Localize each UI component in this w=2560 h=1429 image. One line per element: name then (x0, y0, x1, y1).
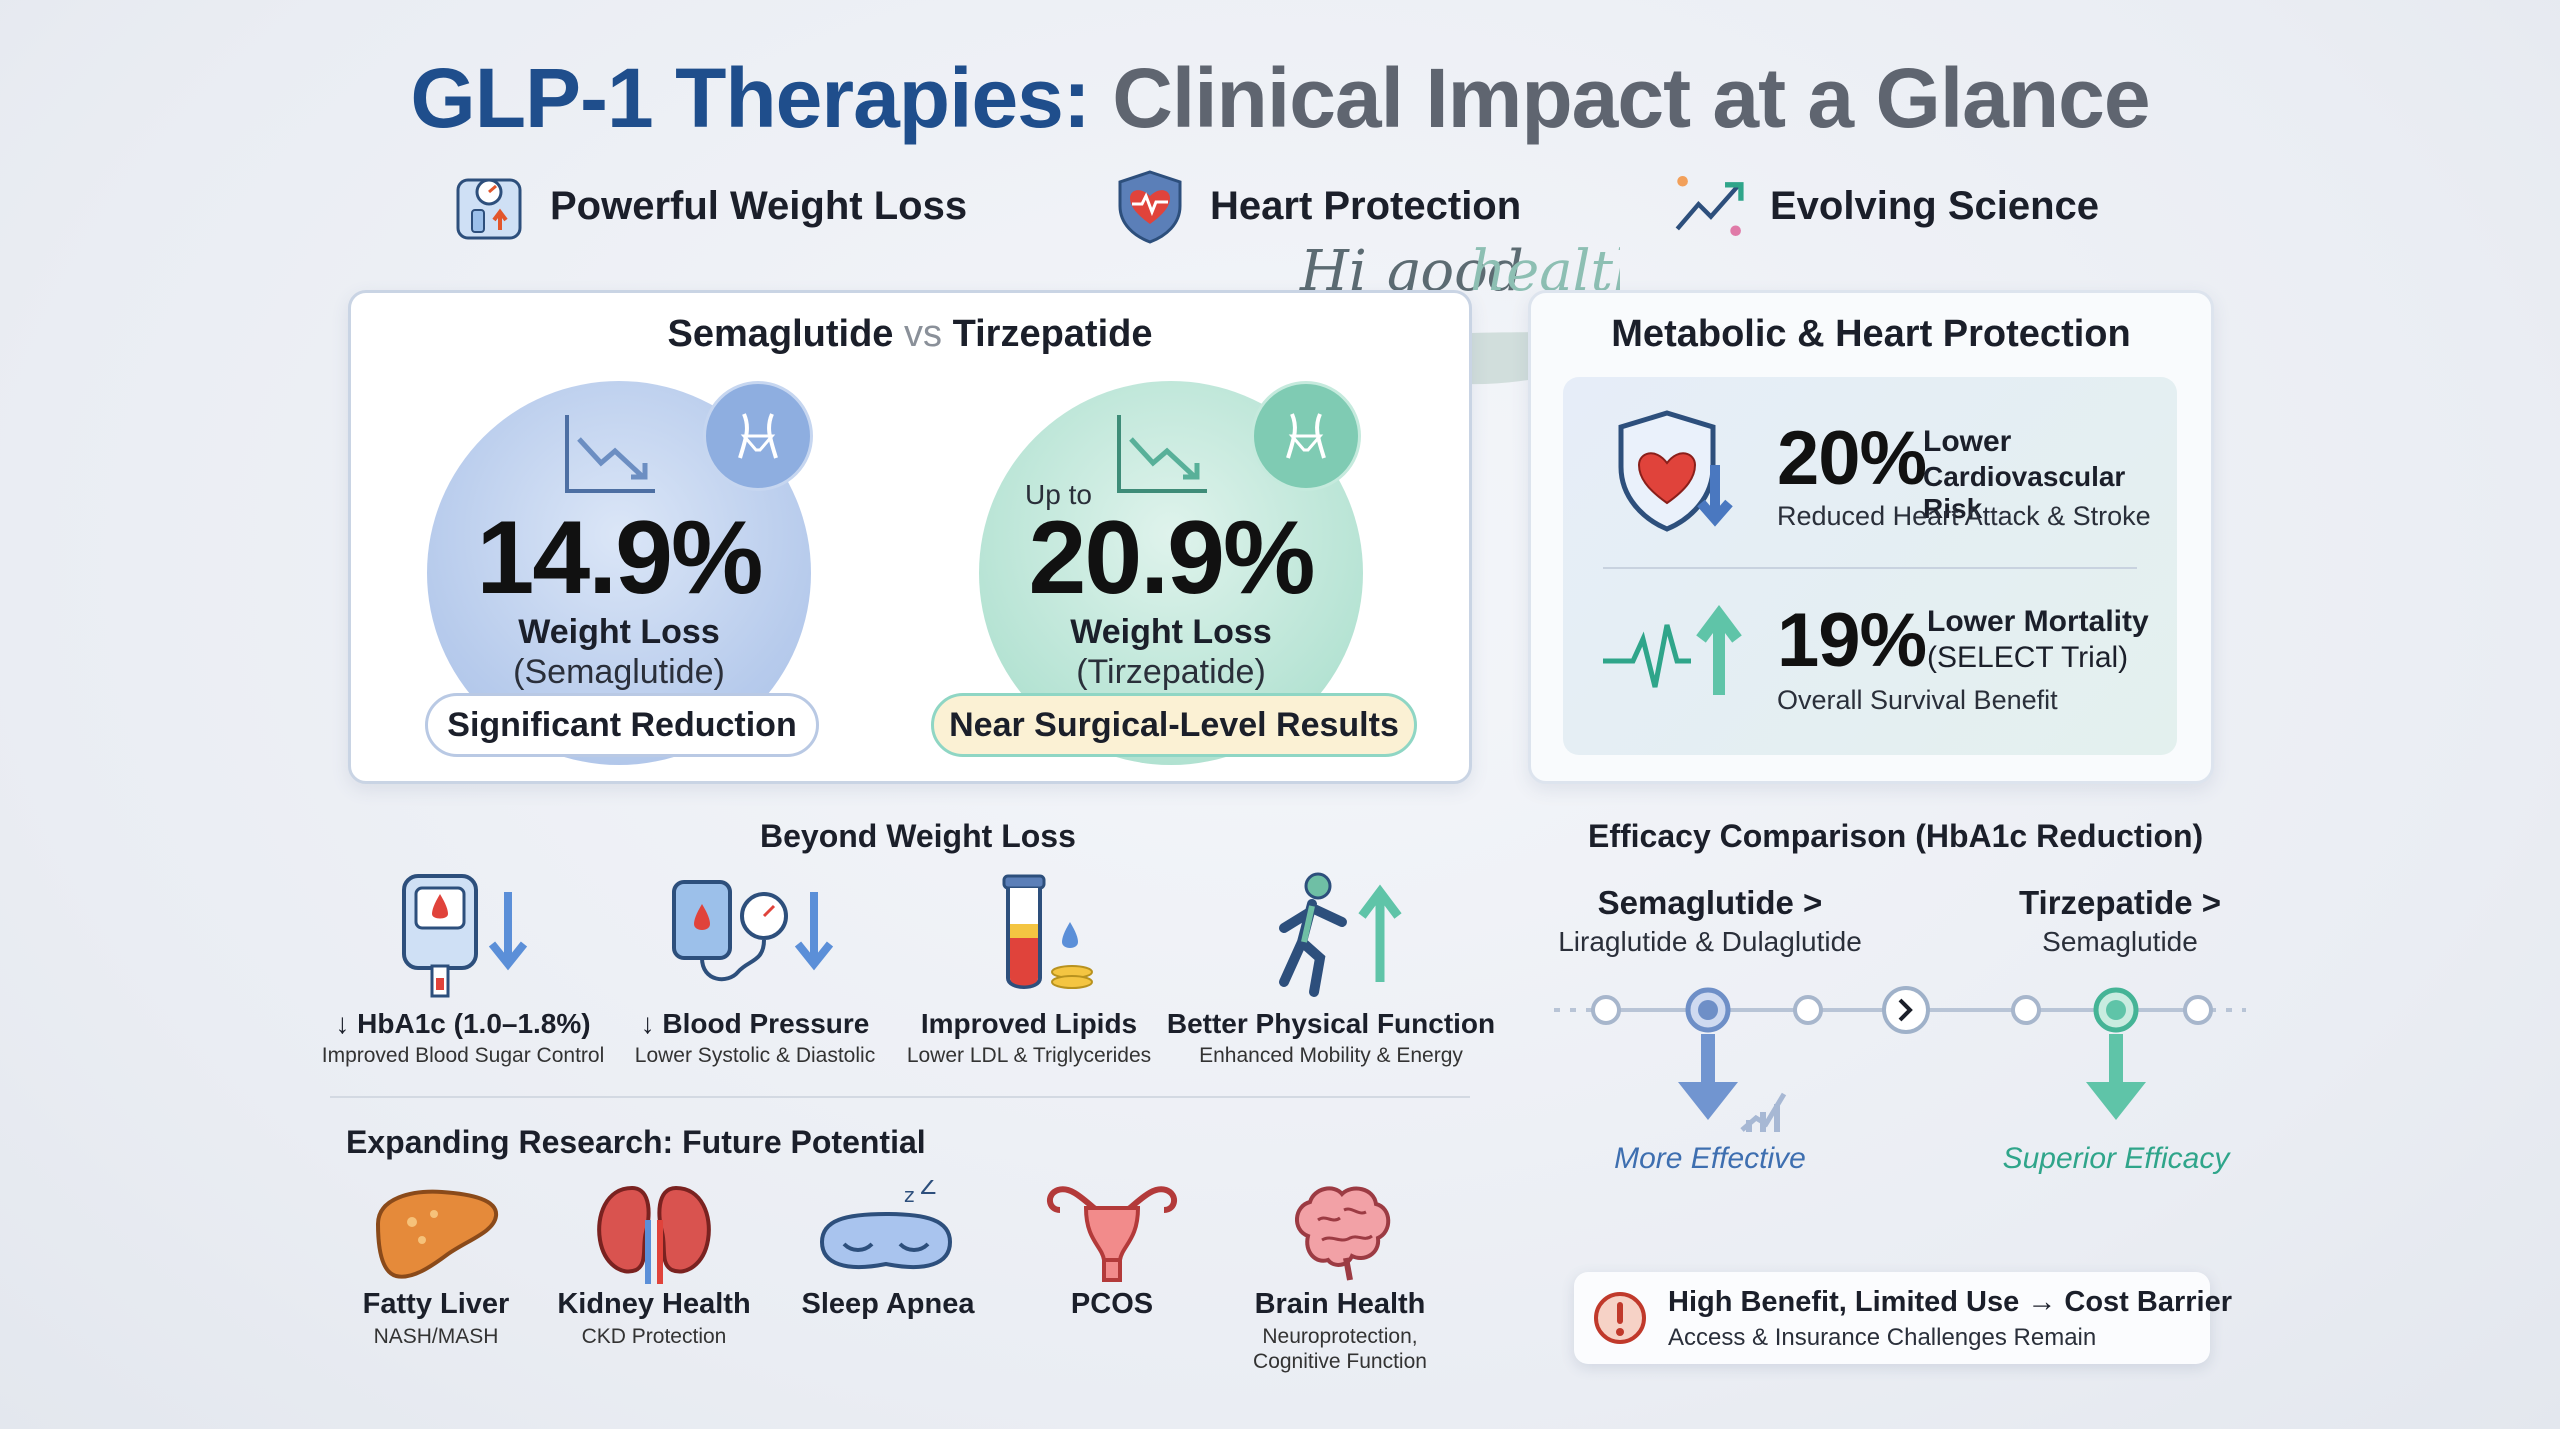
semaglutide-badge: Significant Reduction (425, 693, 819, 757)
benefit-hba1c-title: ↓ HbA1c (1.0–1.8%) (335, 1008, 591, 1039)
tirzepatide-badge: Near Surgical-Level Results (931, 693, 1417, 757)
theme-heart: Heart Protection (1112, 168, 1521, 244)
cv-value: 20% (1777, 416, 1927, 501)
cost-barrier-title: High Benefit, Limited Use → Cost Barrier (1668, 1286, 2232, 1318)
uterus-icon (1047, 1186, 1177, 1282)
tirzepatide-prefix: Up to (1025, 479, 1092, 510)
benefit-lipids-title: Improved Lipids (920, 1008, 1138, 1039)
efficacy-right-title: Tirzepatide > (2018, 884, 2222, 921)
efficacy-left-title: Semaglutide > (1597, 884, 1823, 921)
theme-science-label: Evolving Science (1770, 183, 2100, 228)
benefit-physical-sub: Enhanced Mobility & Energy (1199, 1044, 1463, 1067)
svg-text:Z: Z (920, 1180, 936, 1200)
research-pcos-title: PCOS (1070, 1288, 1154, 1320)
benefit-physical-title: Better Physical Function (1166, 1008, 1496, 1039)
research-liver-title: Fatty Liver (362, 1288, 510, 1320)
test-tube-icon (1002, 874, 1093, 989)
benefit-bp-sub: Lower Systolic & Diastolic (634, 1044, 876, 1067)
glucose-meter-icon (402, 874, 528, 998)
benefit-bp-title: ↓ Blood Pressure (640, 1008, 870, 1039)
metabolic-card: Metabolic & Heart Protection 20% Lower C… (1528, 290, 2214, 784)
research-liver-sub: NASH/MASH (373, 1325, 499, 1348)
brain-icon (1295, 1186, 1391, 1281)
heartbeat-arrow-icon (1603, 605, 1742, 695)
heart-shield-icon (1118, 170, 1182, 244)
comparison-card: Semaglutide vs Tirzepatide 14.9% Weight … (348, 290, 1472, 784)
comparison-title: Semaglutide vs Tirzepatide (667, 313, 1153, 355)
tirzepatide-drug: (Tirzepatide) (1076, 653, 1266, 691)
beyond-title: Beyond Weight Loss (760, 818, 1076, 854)
research-sleep-title: Sleep Apnea (801, 1288, 975, 1320)
blood-pressure-icon (672, 880, 834, 982)
tirzepatide-label: Weight Loss (1070, 613, 1272, 651)
title-part2: Clinical Impact at a Glance (1112, 51, 2150, 145)
running-person-icon (1279, 872, 1402, 997)
waist-icon (1251, 381, 1361, 491)
efficacy-left-caption: More Effective (1614, 1142, 1806, 1175)
heart-shield-icon (1618, 410, 1733, 532)
cost-barrier-callout: High Benefit, Limited Use → Cost Barrier… (1574, 1272, 2232, 1364)
mortality-line2: (SELECT Trial) (1927, 641, 2129, 674)
cv-line2: Cardiovascular Risk (1923, 461, 2126, 524)
section-divider (330, 1096, 1470, 1098)
theme-science: Evolving Science (1672, 168, 2099, 244)
downtrend-icon (1117, 415, 1207, 493)
efficacy-right-caption: Superior Efficacy (2002, 1142, 2230, 1175)
mortality-line1: Lower Mortality (1927, 605, 2149, 638)
theme-weight-loss: Powerful Weight Loss (452, 168, 967, 244)
trend-up-icon (1675, 175, 1744, 237)
research-title: Expanding Research: Future Potential (346, 1124, 926, 1160)
research-kidney-sub: CKD Protection (581, 1325, 727, 1348)
benefit-lipids-sub: Lower LDL & Triglycerides (906, 1044, 1152, 1067)
page-title: GLP-1 Therapies: Clinical Impact at a Gl… (0, 50, 2560, 147)
tirzepatide-value: 20.9% (1028, 500, 1316, 616)
metabolic-title: Metabolic & Heart Protection (1611, 313, 2131, 355)
waist-icon (703, 381, 813, 491)
semaglutide-drug: (Semaglutide) (513, 653, 725, 691)
efficacy-left-sub: Liraglutide & Dulaglutide (1558, 926, 1862, 957)
research-kidney-title: Kidney Health (557, 1288, 751, 1320)
theme-weight-loss-label: Powerful Weight Loss (550, 183, 968, 228)
benefit-hba1c-sub: Improved Blood Sugar Control (321, 1044, 605, 1067)
warning-icon (1594, 1292, 1646, 1344)
downtrend-icon (565, 415, 655, 493)
cost-barrier-sub: Access & Insurance Challenges Remain (1668, 1324, 2097, 1351)
efficacy-title: Efficacy Comparison (HbA1c Reduction) (1588, 818, 2204, 854)
semaglutide-label: Weight Loss (518, 613, 720, 651)
scale-icon (456, 178, 522, 240)
kidney-icon (597, 1185, 711, 1284)
research-brain-sub: Neuroprotection, Cognitive Function (1253, 1325, 1427, 1373)
mortality-value: 19% (1777, 598, 1927, 683)
cv-sub: Reduced Heart Attack & Stroke (1777, 501, 2151, 531)
title-part1: GLP-1 Therapies: (410, 51, 1091, 145)
semaglutide-value: 14.9% (476, 500, 764, 616)
mortality-sub: Overall Survival Benefit (1777, 685, 2058, 715)
divider (1603, 567, 2137, 569)
theme-heart-label: Heart Protection (1210, 183, 1522, 228)
svg-text:z: z (904, 1183, 915, 1207)
efficacy-timeline (1554, 986, 2246, 1132)
metabolic-panel: 20% Lower Cardiovascular Risk Reduced He… (1563, 377, 2177, 755)
sleep-mask-icon: z Z (819, 1180, 953, 1269)
cv-line1: Lower (1923, 425, 2012, 458)
efficacy-right-sub: Semaglutide (2042, 926, 2198, 957)
research-brain-title: Brain Health (1254, 1288, 1426, 1320)
liver-icon (375, 1189, 499, 1279)
